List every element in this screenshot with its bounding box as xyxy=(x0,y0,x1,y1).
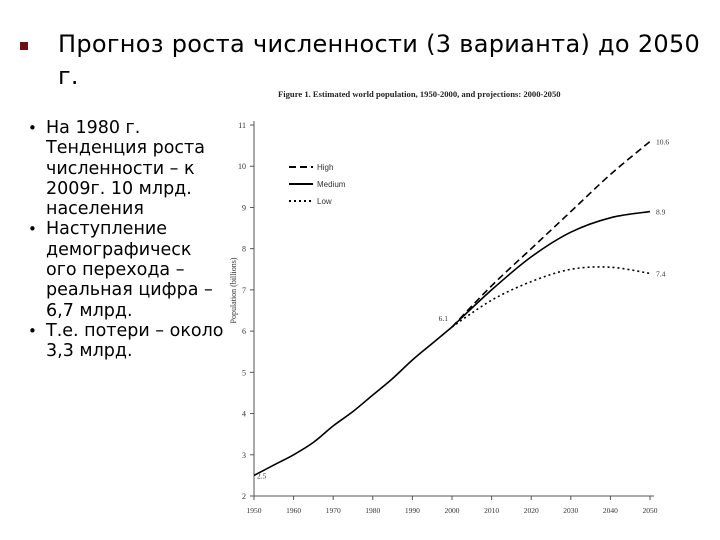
left-panel xyxy=(0,0,228,540)
y-axis-label: Population (billions) xyxy=(229,257,238,323)
y-tick-label: 5 xyxy=(242,368,246,377)
data-label: 6.1 xyxy=(439,314,449,323)
bullet-text: На 1980 г. Тенденция роста численности –… xyxy=(46,118,205,220)
chart-panel: Figure 1. Estimated world population, 19… xyxy=(228,62,720,540)
y-tick-label: 11 xyxy=(238,121,246,130)
x-tick-label: 1990 xyxy=(405,506,420,515)
x-tick-label: 2030 xyxy=(563,506,578,515)
data-label: 7.4 xyxy=(656,269,666,278)
legend-label-low: Low xyxy=(317,197,332,206)
chart-title: Figure 1. Estimated world population, 19… xyxy=(278,89,561,99)
x-tick-label: 2010 xyxy=(484,506,499,515)
bullet-text: Т.е. потери – около 3,3 млрд. xyxy=(46,320,224,362)
y-tick-label: 6 xyxy=(242,327,246,336)
series-line-medium xyxy=(451,210,651,328)
series-line-low xyxy=(451,266,651,328)
bullet-item: • Т.е. потери – около 3,3 млрд. xyxy=(22,321,227,362)
y-tick-label: 10 xyxy=(238,162,246,171)
y-tick-label: 9 xyxy=(242,203,246,212)
population-chart: Figure 1. Estimated world population, 19… xyxy=(229,89,669,515)
bullet-text: Наступление демографическ ого перехода –… xyxy=(46,219,213,321)
x-tick-label: 1970 xyxy=(326,506,341,515)
bullet-item: • На 1980 г. Тенденция роста численности … xyxy=(22,118,227,219)
y-tick-label: 2 xyxy=(242,492,246,501)
data-label: 8.9 xyxy=(656,208,666,217)
bullet-item: • Наступление демографическ ого перехода … xyxy=(22,219,227,320)
slide-title: Прогноз роста численности (3 варианта) д… xyxy=(58,30,701,90)
y-tick-label: 7 xyxy=(242,286,246,295)
legend-label-medium: Medium xyxy=(317,180,346,189)
y-tick-label: 3 xyxy=(242,451,246,460)
bullet-dot-icon: • xyxy=(28,220,37,239)
x-tick-label: 2040 xyxy=(603,506,618,515)
y-tick-label: 4 xyxy=(242,410,246,419)
x-tick-label: 1950 xyxy=(247,506,262,515)
bullet-dot-icon: • xyxy=(28,321,37,340)
bullet-dot-icon: • xyxy=(28,119,37,137)
bullet-list: • На 1980 г. Тенденция роста численности … xyxy=(22,118,227,362)
x-tick-label: 2050 xyxy=(643,506,658,515)
legend-label-high: High xyxy=(317,163,333,172)
x-tick-label: 1960 xyxy=(286,506,301,515)
series-line-high xyxy=(451,140,651,328)
x-tick-label: 1980 xyxy=(365,506,380,515)
x-tick-label: 2020 xyxy=(524,506,539,515)
estimated-series-line xyxy=(253,326,453,477)
y-tick-label: 8 xyxy=(242,245,246,254)
x-tick-label: 2000 xyxy=(445,506,460,515)
data-label: 2.5 xyxy=(257,471,267,480)
title-bullet-square-icon xyxy=(20,42,28,50)
data-label: 10.6 xyxy=(656,137,669,146)
